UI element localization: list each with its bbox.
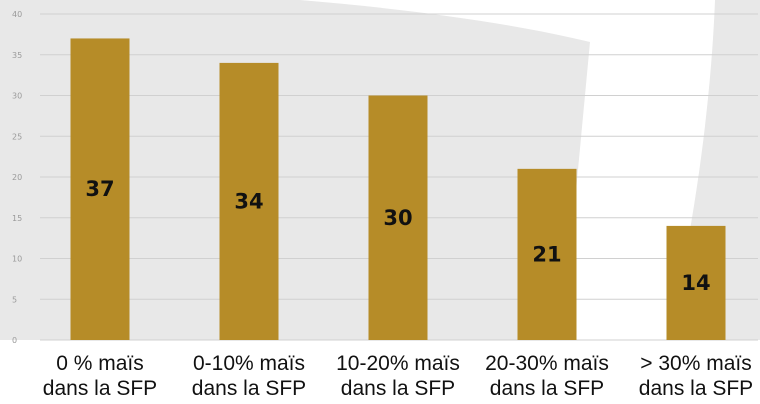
y-axis-ticks: 0 5 10 15 20 25 30 35 40: [12, 10, 22, 345]
x-category-label: > 30% maïs: [640, 352, 751, 375]
x-category-label: 0-10% maïs: [193, 352, 305, 375]
data-label: 14: [681, 271, 710, 295]
y-tick-label: 40: [12, 10, 22, 19]
x-category-label: dans la SFP: [341, 377, 455, 400]
y-tick-label: 20: [12, 173, 22, 182]
data-label: 30: [383, 206, 412, 230]
y-tick-label: 5: [12, 295, 17, 304]
bars: [70, 38, 726, 341]
x-category-label: 0 % maïs: [56, 352, 144, 375]
data-labels: 37 34 30 21 14: [85, 177, 710, 295]
x-category-label: 20-30% maïs: [485, 352, 609, 375]
data-label: 37: [85, 177, 114, 201]
x-category-label: 10-20% maïs: [336, 352, 460, 375]
y-tick-label: 25: [12, 132, 22, 141]
y-tick-label: 30: [12, 92, 22, 101]
bar: [517, 168, 577, 340]
x-category-label: dans la SFP: [43, 377, 157, 400]
x-category-label: dans la SFP: [639, 377, 753, 400]
bar: [219, 62, 279, 341]
y-tick-label: 10: [12, 255, 22, 264]
y-tick-label: 35: [12, 51, 22, 60]
background-shape: [0, 0, 590, 340]
bar: [666, 225, 726, 340]
data-label: 21: [532, 242, 561, 266]
x-category-label: dans la SFP: [192, 377, 306, 400]
x-category-label: dans la SFP: [490, 377, 604, 400]
data-label: 34: [234, 189, 263, 213]
y-tick-label: 0: [12, 336, 17, 345]
bar: [70, 38, 130, 340]
y-tick-label: 15: [12, 214, 22, 223]
bar: [368, 95, 428, 340]
